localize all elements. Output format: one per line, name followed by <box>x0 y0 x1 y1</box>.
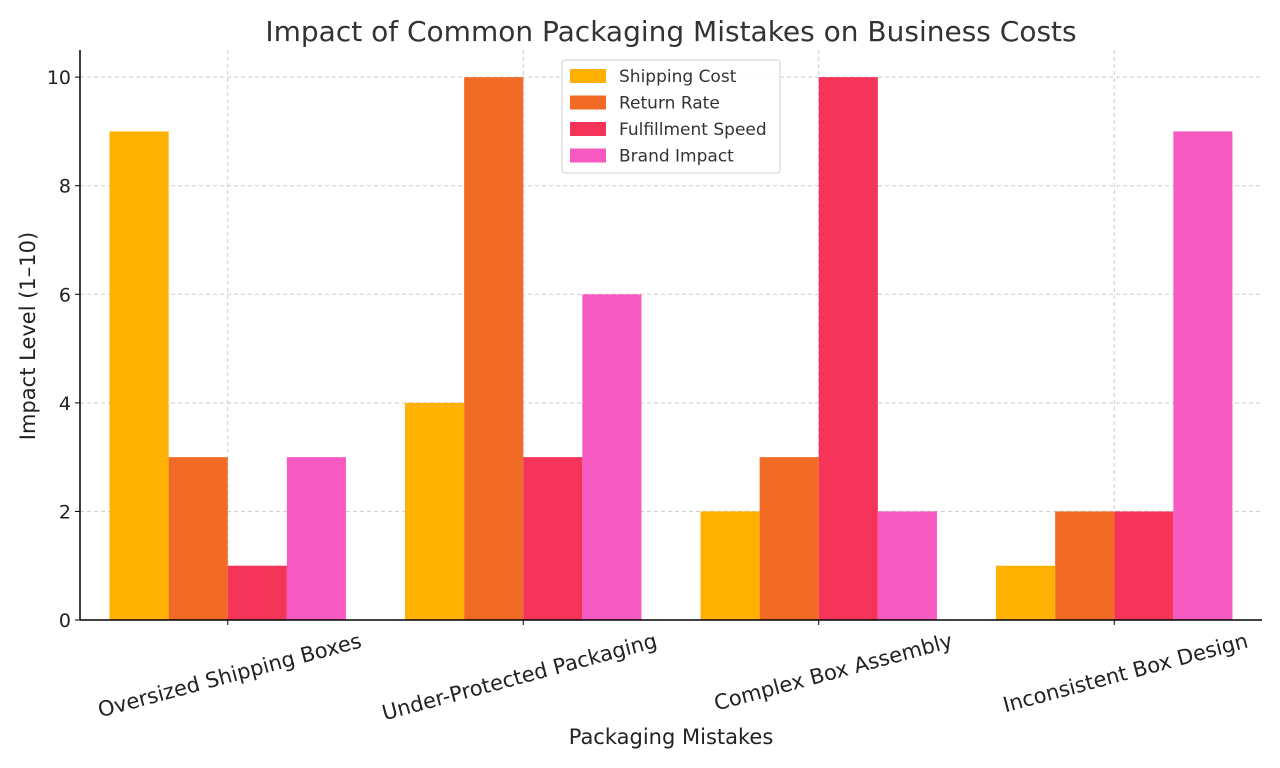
bar <box>168 457 228 620</box>
legend-swatch <box>570 122 606 136</box>
y-tick-label: 4 <box>59 393 71 415</box>
chart-title: Impact of Common Packaging Mistakes on B… <box>265 15 1076 48</box>
x-category-labels: Oversized Shipping Boxes Under-Protected … <box>95 620 1251 726</box>
x-axis-label: Packaging Mistakes <box>569 725 774 749</box>
x-category-label: Inconsistent Box Design <box>1000 629 1250 718</box>
legend: Shipping Cost Return Rate Fulfillment Spee… <box>561 59 781 174</box>
x-category-label: Under-Protected Packaging <box>379 629 659 726</box>
bar <box>700 511 760 620</box>
y-axis-label: Impact Level (1–10) <box>16 232 40 440</box>
bar <box>109 131 169 620</box>
bar <box>464 77 524 620</box>
bar <box>523 457 583 620</box>
bar <box>582 294 642 620</box>
bar <box>405 402 465 620</box>
y-ticks: 0 2 4 6 8 10 <box>47 67 80 632</box>
legend-label: Brand Impact <box>619 147 734 167</box>
bar <box>877 511 937 620</box>
bar <box>759 457 819 620</box>
legend-swatch <box>570 95 606 110</box>
y-tick-label: 0 <box>59 610 71 632</box>
axes <box>79 50 1262 621</box>
bar <box>1173 131 1233 620</box>
bar <box>996 565 1056 620</box>
legend-frame <box>561 59 781 174</box>
y-tick-label: 2 <box>59 501 71 523</box>
x-category-label: Complex Box Assembly <box>711 629 955 716</box>
bar <box>1114 511 1174 620</box>
bar <box>818 77 878 620</box>
legend-label: Shipping Cost <box>619 67 737 87</box>
legend-label: Return Rate <box>619 94 720 114</box>
legend-swatch <box>570 69 606 83</box>
legend-swatch <box>570 148 606 163</box>
bar <box>227 565 287 620</box>
y-tick-label: 10 <box>47 67 71 89</box>
bar <box>286 457 346 620</box>
y-tick-label: 8 <box>59 176 71 198</box>
y-tick-label: 6 <box>59 284 71 306</box>
bar <box>1055 511 1115 620</box>
legend-label: Fulfillment Speed <box>619 120 767 140</box>
x-category-label: Oversized Shipping Boxes <box>95 629 364 723</box>
bars <box>109 77 1233 620</box>
